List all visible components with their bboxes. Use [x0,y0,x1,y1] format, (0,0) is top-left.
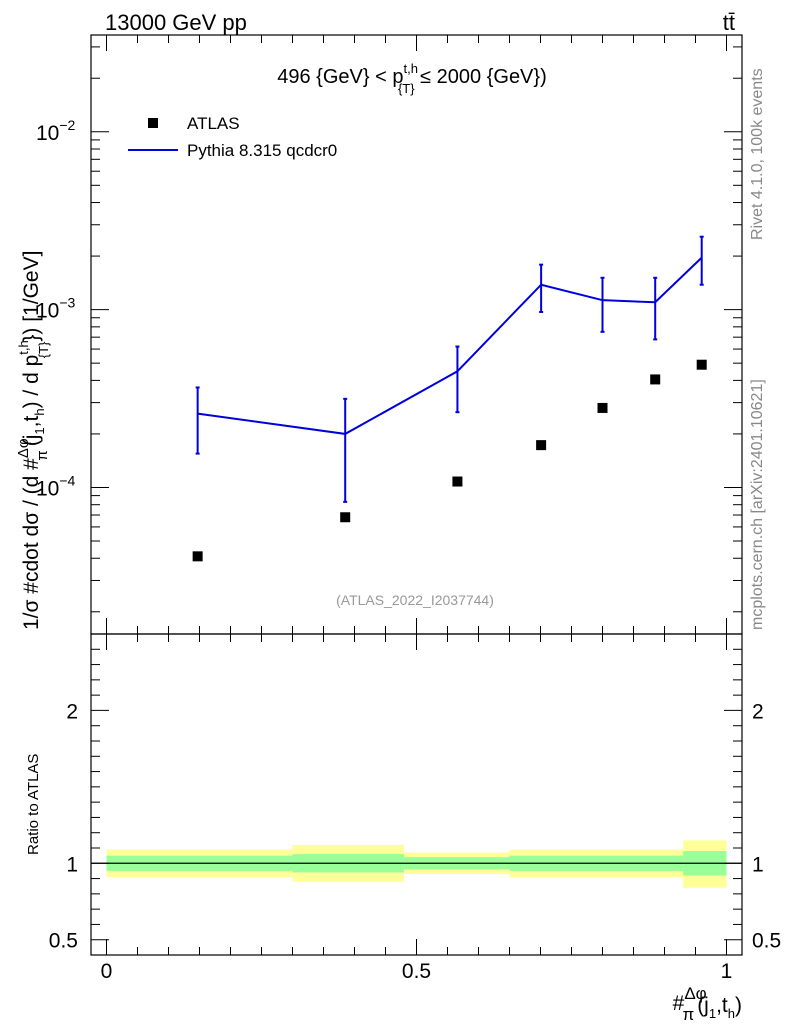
ylabel-part-1: Δφ [15,438,32,458]
ratio-labels: 0.5 0.5 1 1 2 2 0 0.5 1 [49,700,781,983]
main-ytick-labels: 10−210−310−4 [36,117,76,501]
main-marks [192,235,707,562]
ratio-xtick-label: 1 [721,960,733,983]
legend-pythia-label: Pythia 8.315 qcdcr0 [187,141,337,160]
ratio-xlabel: #Δφ π (j1,th) [673,984,742,1024]
ylabel-part-4: 1 [32,427,47,434]
atlas-point [696,359,707,370]
ratio-ytick-label-right: 1 [752,853,764,876]
title-part-0: 496 {GeV} < p [277,66,403,88]
ylabel-part-10: }) [1/GeV] [20,251,43,342]
ylabel-part-5: ,t [20,415,43,427]
ratio-ytick-label-left: 0.5 [49,930,78,953]
ratio-ytick-label-right: 0.5 [752,930,781,953]
ratio-ytick-label-right: 2 [752,700,764,723]
ratio-ytick-label-left: 2 [66,700,78,723]
xlabel-part-3: (j [697,994,709,1017]
title-part-3: ≤ 2000 {GeV}) [415,66,547,88]
ytick-exponent: −4 [59,472,75,488]
ytick-base: 10 [36,300,59,323]
ylabel-part-9: {T} [36,341,51,358]
ratio-ticks [91,633,742,956]
header-right: tt̄ [723,10,735,35]
legend: ATLAS Pythia 8.315 qcdcr0 [128,114,337,160]
title-part-1: t,h [403,61,417,76]
ratio-ytick-label-left: 1 [66,853,78,876]
atlas-point [650,374,661,385]
ratio-xtick-label: 0.5 [402,960,431,983]
ratio-ylabel: Ratio to ATLAS [25,754,42,855]
atlas-point [192,551,203,562]
xlabel-part-2: π [682,1005,694,1024]
ylabel-part-8: t,h [16,340,31,354]
xlabel-part-0: # [673,992,685,1015]
main-ytick-label: 10−2 [36,117,76,145]
ratio-frame [90,633,743,956]
header-left: 13000 GeV pp [105,10,247,35]
title-part-2: {T} [398,81,415,96]
legend-atlas-label: ATLAS [187,114,240,133]
atlas-point [536,440,547,451]
atlas-point [452,476,463,487]
main-ytick-label: 10−3 [36,295,76,323]
atlas-point [597,402,608,413]
ylabel-part-7: ) / d p [20,355,43,409]
xlabel-part-4: 1 [709,1006,716,1021]
main-ytick-label: 10−4 [36,472,76,500]
main-ylabel: 1/σ #cdot dσ / (d #Δφ π (j1,th) / d pt,h {T… [15,251,51,630]
main-ticks [91,35,742,634]
ylabel-part-0: 1/σ #cdot dσ / (d # [20,458,43,630]
ytick-exponent: −3 [59,295,75,311]
atlas-point [340,512,351,523]
xlabel-part-1: Δφ [684,984,706,1003]
ylabel-part-6: h [32,408,47,415]
side-label-top: Rivet 4.1.0, 100k events [749,68,766,240]
ytick-exponent: −2 [59,117,75,133]
ratio-panel: 0.5 0.51 12 20 0.5 1 Ratio to ATLAS #Δφ π (j1,t… [25,633,781,1024]
ylabel-part-3: (j [20,435,43,447]
ratio-bands [106,840,727,888]
main-title: 496 {GeV} < pt,h {T} ≤ 2000 {GeV}) [277,61,547,96]
ytick-base: 10 [36,122,59,145]
xlabel-part-5: ,t [716,994,728,1017]
xlabel-part-6: h [728,1006,735,1021]
pythia-line [197,256,703,435]
main-panel: 496 {GeV} < pt,h {T} ≤ 2000 {GeV}) 1/σ #c… [15,34,743,635]
ytick-base: 10 [36,477,59,500]
analysis-watermark: (ATLAS_2022_I2037744) [336,592,494,608]
xlabel-part-7: ) [735,994,742,1017]
ratio-xtick-label: 0 [101,960,113,983]
side-label-bottom: mcplots.cern.ch [arXiv:2401.10621] [749,379,766,630]
legend-atlas-marker [148,118,158,128]
ylabel-part-2: π [34,450,51,460]
